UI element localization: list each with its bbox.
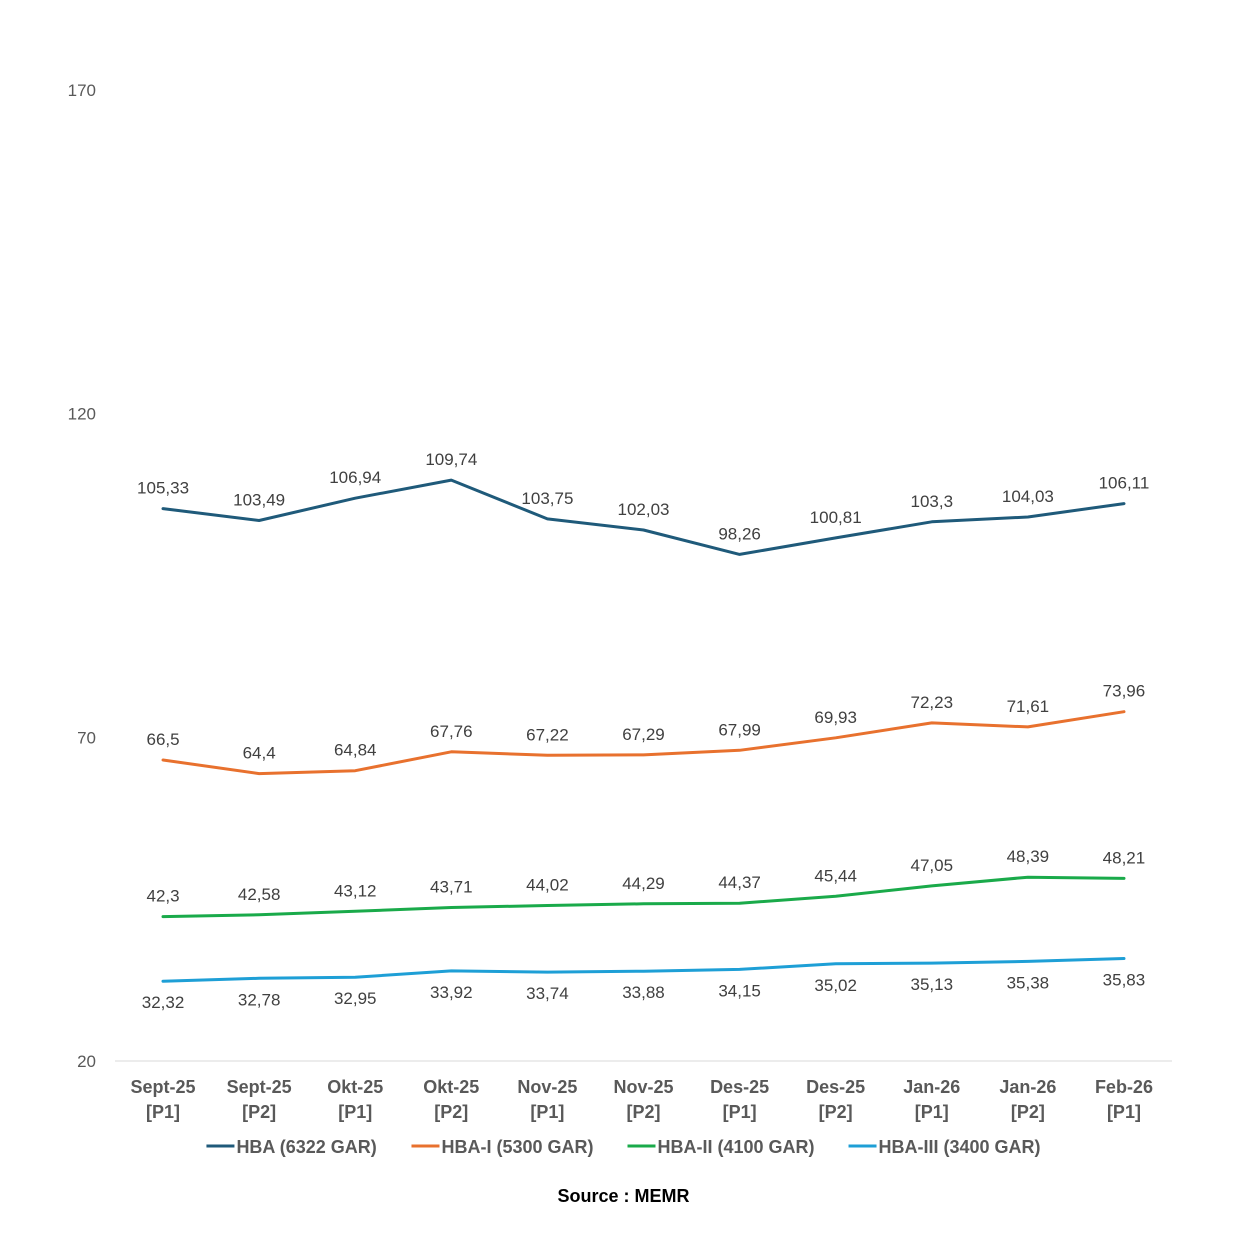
- x-tick-label: Des-25 [P1]: [710, 1077, 769, 1122]
- data-label: 64,4: [243, 744, 276, 763]
- data-label: 67,22: [526, 725, 569, 744]
- data-label: 48,39: [1007, 847, 1050, 866]
- data-label: 69,93: [814, 708, 857, 727]
- data-label: 35,02: [814, 976, 857, 995]
- x-tick-label: Jan-26 [P1]: [903, 1077, 960, 1122]
- legend-label: HBA-III (3400 GAR): [879, 1137, 1041, 1157]
- data-label: 67,29: [622, 725, 665, 744]
- data-label: 35,83: [1103, 971, 1146, 990]
- data-label: 47,05: [910, 856, 953, 875]
- data-label: 73,96: [1103, 682, 1146, 701]
- data-label: 32,32: [142, 993, 185, 1012]
- data-label: 42,58: [238, 885, 281, 904]
- data-label: 72,23: [910, 693, 953, 712]
- data-label: 42,3: [146, 887, 179, 906]
- x-tick-label: Nov-25 [P2]: [613, 1077, 673, 1122]
- data-label: 64,84: [334, 741, 377, 760]
- series-line-1: [161, 478, 1126, 556]
- data-label: 33,88: [622, 983, 665, 1002]
- data-label: 32,78: [238, 990, 281, 1009]
- y-tick-label: 120: [68, 405, 96, 424]
- data-label: 71,61: [1007, 697, 1050, 716]
- y-tick-label: 20: [77, 1052, 96, 1071]
- data-label: 103,75: [521, 489, 573, 508]
- x-tick-label: Des-25 [P2]: [806, 1077, 865, 1122]
- data-label: 33,92: [430, 983, 473, 1002]
- data-label: 102,03: [618, 500, 670, 519]
- data-label: 100,81: [810, 508, 862, 527]
- series-line-4: [161, 957, 1126, 983]
- x-tick-label: Sept-25 [P2]: [227, 1077, 292, 1122]
- data-label: 66,5: [146, 730, 179, 749]
- data-label: 106,94: [329, 468, 381, 487]
- data-label: 48,21: [1103, 848, 1146, 867]
- x-tick-label: Sept-25 [P1]: [131, 1077, 196, 1122]
- data-label: 106,11: [1099, 474, 1150, 493]
- data-label: 105,33: [137, 479, 189, 498]
- data-label: 34,15: [718, 981, 761, 1000]
- data-label: 44,37: [718, 873, 761, 892]
- data-label: 43,71: [430, 878, 473, 897]
- data-label: 67,76: [430, 722, 473, 741]
- data-label: 33,74: [526, 984, 569, 1003]
- data-label: 43,12: [334, 881, 377, 900]
- data-label: 44,02: [526, 876, 569, 895]
- legend-label: HBA (6322 GAR): [236, 1137, 376, 1157]
- data-label: 32,95: [334, 989, 377, 1008]
- data-label: 109,74: [425, 450, 477, 469]
- data-label: 35,38: [1007, 973, 1050, 992]
- data-label: 103,49: [233, 491, 285, 510]
- y-tick-label: 70: [77, 728, 96, 747]
- series-line-2: [161, 710, 1126, 776]
- x-tick-label: Nov-25 [P1]: [517, 1077, 577, 1122]
- data-label: 104,03: [1002, 487, 1054, 506]
- source-note: Source : MEMR: [557, 1186, 690, 1206]
- x-tick-label: Okt-25 [P2]: [423, 1077, 479, 1122]
- legend-label: HBA-II (4100 GAR): [658, 1137, 815, 1157]
- x-tick-label: Jan-26 [P2]: [999, 1077, 1056, 1122]
- x-tick-label: Okt-25 [P1]: [327, 1077, 383, 1122]
- data-label: 44,29: [622, 874, 665, 893]
- data-label: 35,13: [910, 975, 953, 994]
- data-label: 67,99: [718, 720, 761, 739]
- x-tick-label: Feb-26 [P1]: [1095, 1077, 1153, 1122]
- data-label: 45,44: [814, 866, 857, 885]
- legend-label: HBA-I (5300 GAR): [441, 1137, 593, 1157]
- data-label: 103,3: [910, 492, 953, 511]
- y-tick-label: 170: [68, 81, 96, 100]
- data-label: 98,26: [718, 524, 761, 543]
- series-line-3: [161, 875, 1126, 919]
